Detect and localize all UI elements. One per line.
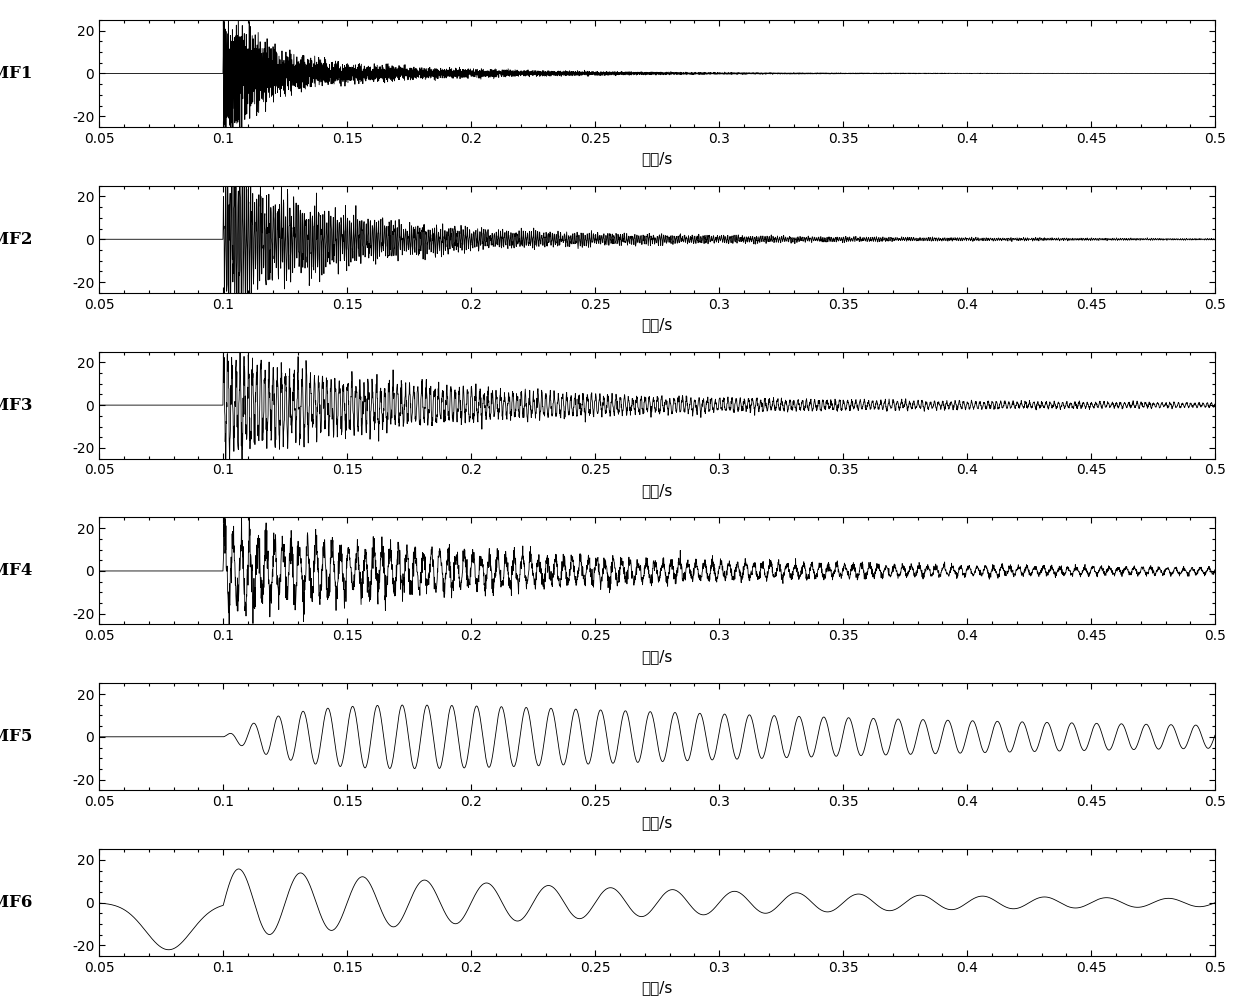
Y-axis label: IMF1: IMF1 (0, 65, 33, 82)
Y-axis label: IMF5: IMF5 (0, 728, 33, 745)
X-axis label: 时间/s: 时间/s (641, 981, 673, 996)
X-axis label: 时间/s: 时间/s (641, 815, 673, 830)
X-axis label: 时间/s: 时间/s (641, 317, 673, 333)
Y-axis label: IMF2: IMF2 (0, 231, 33, 248)
X-axis label: 时间/s: 时间/s (641, 483, 673, 498)
X-axis label: 时间/s: 时间/s (641, 151, 673, 166)
X-axis label: 时间/s: 时间/s (641, 648, 673, 664)
Y-axis label: IMF4: IMF4 (0, 563, 33, 580)
Y-axis label: IMF6: IMF6 (0, 894, 33, 911)
Y-axis label: IMF3: IMF3 (0, 396, 33, 413)
